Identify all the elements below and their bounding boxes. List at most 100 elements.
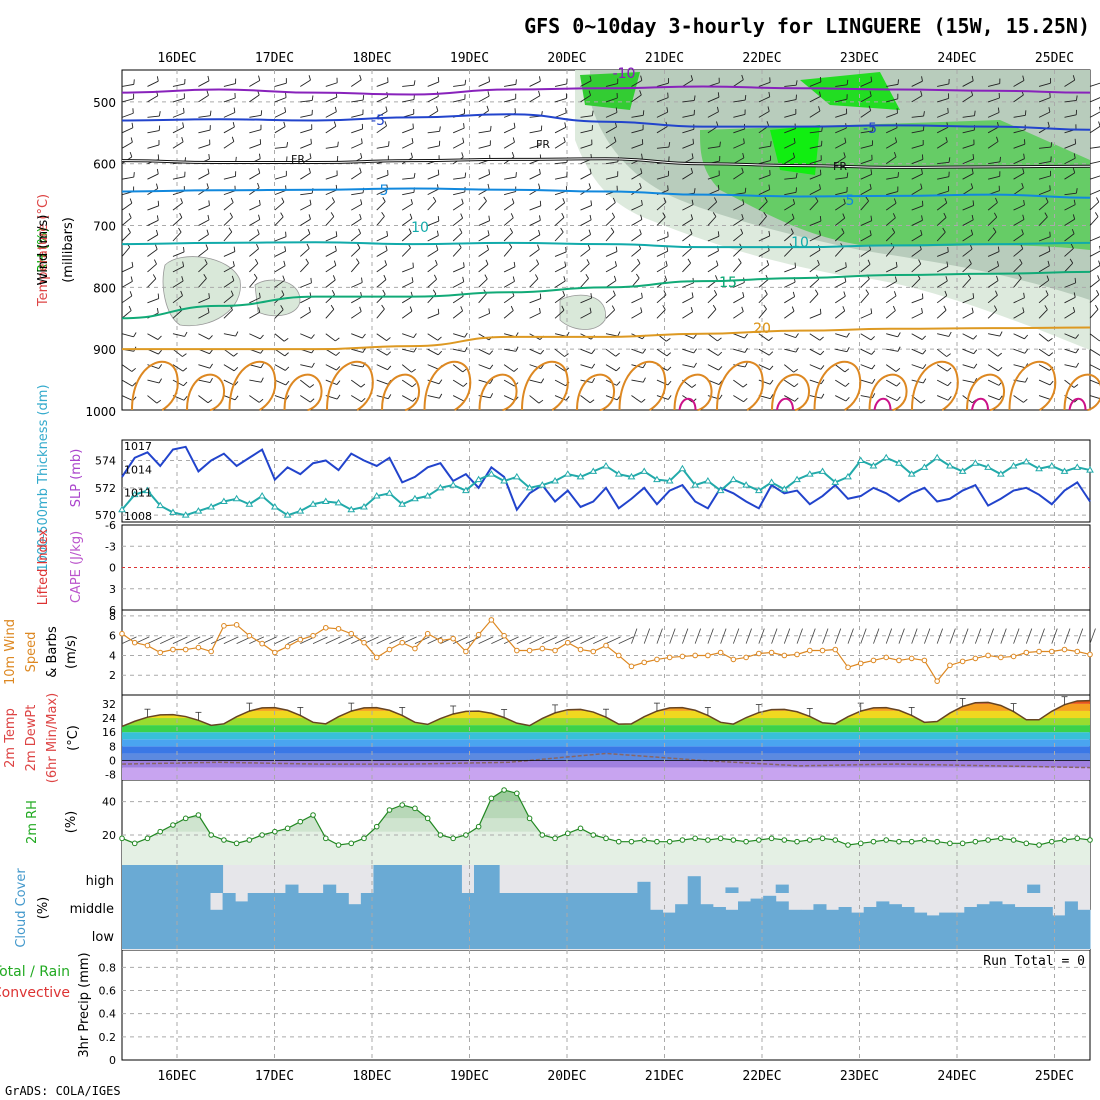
wind-barb	[503, 202, 515, 211]
wind-barb	[1038, 201, 1049, 211]
wind-barb	[631, 348, 643, 354]
cloud-cell	[1027, 921, 1041, 949]
wind-barb	[300, 379, 311, 388]
wind-speed-marker	[157, 649, 164, 656]
wind-barb	[376, 294, 386, 304]
cloud-cell	[486, 893, 500, 921]
wind-barb-flag	[260, 377, 264, 383]
wind-barb-flag	[717, 184, 720, 191]
wind-barb	[300, 248, 310, 257]
wind-barb	[987, 112, 1000, 118]
wind-barb-flag	[820, 365, 825, 370]
wind-barb-flag	[1023, 153, 1025, 159]
triangle-marker	[283, 511, 292, 518]
wind-barb-flag	[309, 384, 315, 388]
surface-wind-barb	[822, 628, 829, 644]
wind-barb	[172, 333, 185, 337]
wind-barb	[529, 95, 541, 103]
wind-barb	[401, 218, 413, 226]
wind-barb	[274, 309, 284, 319]
wind-barb	[401, 296, 413, 304]
cloud-cell	[511, 893, 525, 921]
wind-barb	[223, 126, 235, 134]
wind-barb-flag	[640, 75, 643, 81]
wind-barb	[1038, 265, 1050, 273]
wind-barb	[809, 278, 820, 288]
wind-barb-flag	[1070, 243, 1074, 249]
rh-marker	[450, 835, 456, 842]
wind-barb	[1089, 236, 1100, 242]
wind-speed-marker	[501, 632, 507, 639]
wind-barb	[809, 364, 822, 370]
wind-barb-flag	[742, 292, 745, 298]
cloud-cell	[562, 921, 576, 949]
wind-barb-flag	[716, 121, 719, 127]
wind-speed-marker	[743, 654, 749, 661]
wind-barb	[325, 189, 338, 196]
wind-barb	[223, 216, 233, 226]
wind-barb	[936, 280, 948, 288]
wind-barb	[427, 235, 439, 242]
wind-barb-flag	[922, 364, 927, 369]
cloud-cell	[373, 921, 387, 949]
triangle-marker	[270, 502, 279, 510]
wind-barb	[274, 111, 286, 118]
isotherm-25-loop	[228, 360, 277, 411]
surface-wind-barb	[720, 628, 727, 644]
wind-barb	[376, 264, 387, 273]
wind-barb-flag	[794, 397, 799, 402]
wind-barb-flag	[1049, 380, 1054, 386]
wind-speed-marker	[628, 663, 635, 670]
cloud-cell	[939, 912, 953, 921]
wind-speed-marker	[463, 648, 469, 655]
wind-barb-flag	[330, 212, 335, 217]
wind-barb-flag	[132, 382, 137, 387]
wind-barb	[758, 235, 770, 242]
wind-barb-flag	[411, 277, 414, 283]
wind-barb	[529, 298, 541, 304]
triangle-marker	[831, 478, 840, 485]
wind-barb	[172, 217, 183, 226]
wind-speed-marker	[1048, 648, 1055, 655]
surface-wind-barb	[682, 628, 689, 644]
cloud-cell	[184, 865, 198, 893]
wind-barb	[1064, 311, 1075, 319]
triangle-marker	[780, 485, 789, 492]
wind-barb-flag	[305, 258, 309, 264]
thickness-tick-label: 570	[95, 509, 116, 522]
wind-barb-flag	[131, 122, 134, 128]
top-date-label: 17DEC	[255, 51, 294, 66]
cloud-cell	[951, 921, 965, 949]
wind-barb	[580, 312, 592, 319]
wind-barb-flag	[793, 368, 798, 373]
wind-barb-flag	[819, 336, 824, 341]
triangle-marker	[207, 502, 216, 510]
wind-barb-flag	[311, 334, 315, 339]
wind-barb	[453, 348, 465, 353]
wind-speed-marker	[1087, 651, 1093, 658]
wind-barb	[1089, 364, 1100, 371]
wind-barb-flag	[234, 395, 239, 401]
wind-speed-marker	[615, 652, 622, 659]
cloud-cell	[474, 893, 488, 921]
wind-barb	[1064, 218, 1075, 226]
triangle-marker	[1009, 461, 1018, 469]
wind-barb	[1013, 94, 1024, 103]
wind-barb-flag	[460, 306, 464, 312]
top-date-label: 18DEC	[352, 51, 391, 66]
triangle-marker	[143, 486, 152, 494]
wind-barb-flag	[870, 215, 873, 221]
wind-barb-flag	[1071, 228, 1075, 234]
wind-barb	[758, 145, 771, 149]
wind-barb	[784, 310, 795, 319]
cloud-cell	[235, 921, 249, 949]
wind-barb-flag	[820, 379, 825, 385]
wind-barb	[1038, 348, 1050, 357]
wind-barb	[784, 364, 794, 373]
wind-barb	[249, 114, 262, 118]
wind-barb-flag	[610, 227, 615, 233]
wind-barb	[172, 97, 185, 103]
wind-barb	[402, 191, 415, 196]
wind-barb	[911, 173, 923, 180]
wind-barb-flag	[792, 152, 796, 158]
